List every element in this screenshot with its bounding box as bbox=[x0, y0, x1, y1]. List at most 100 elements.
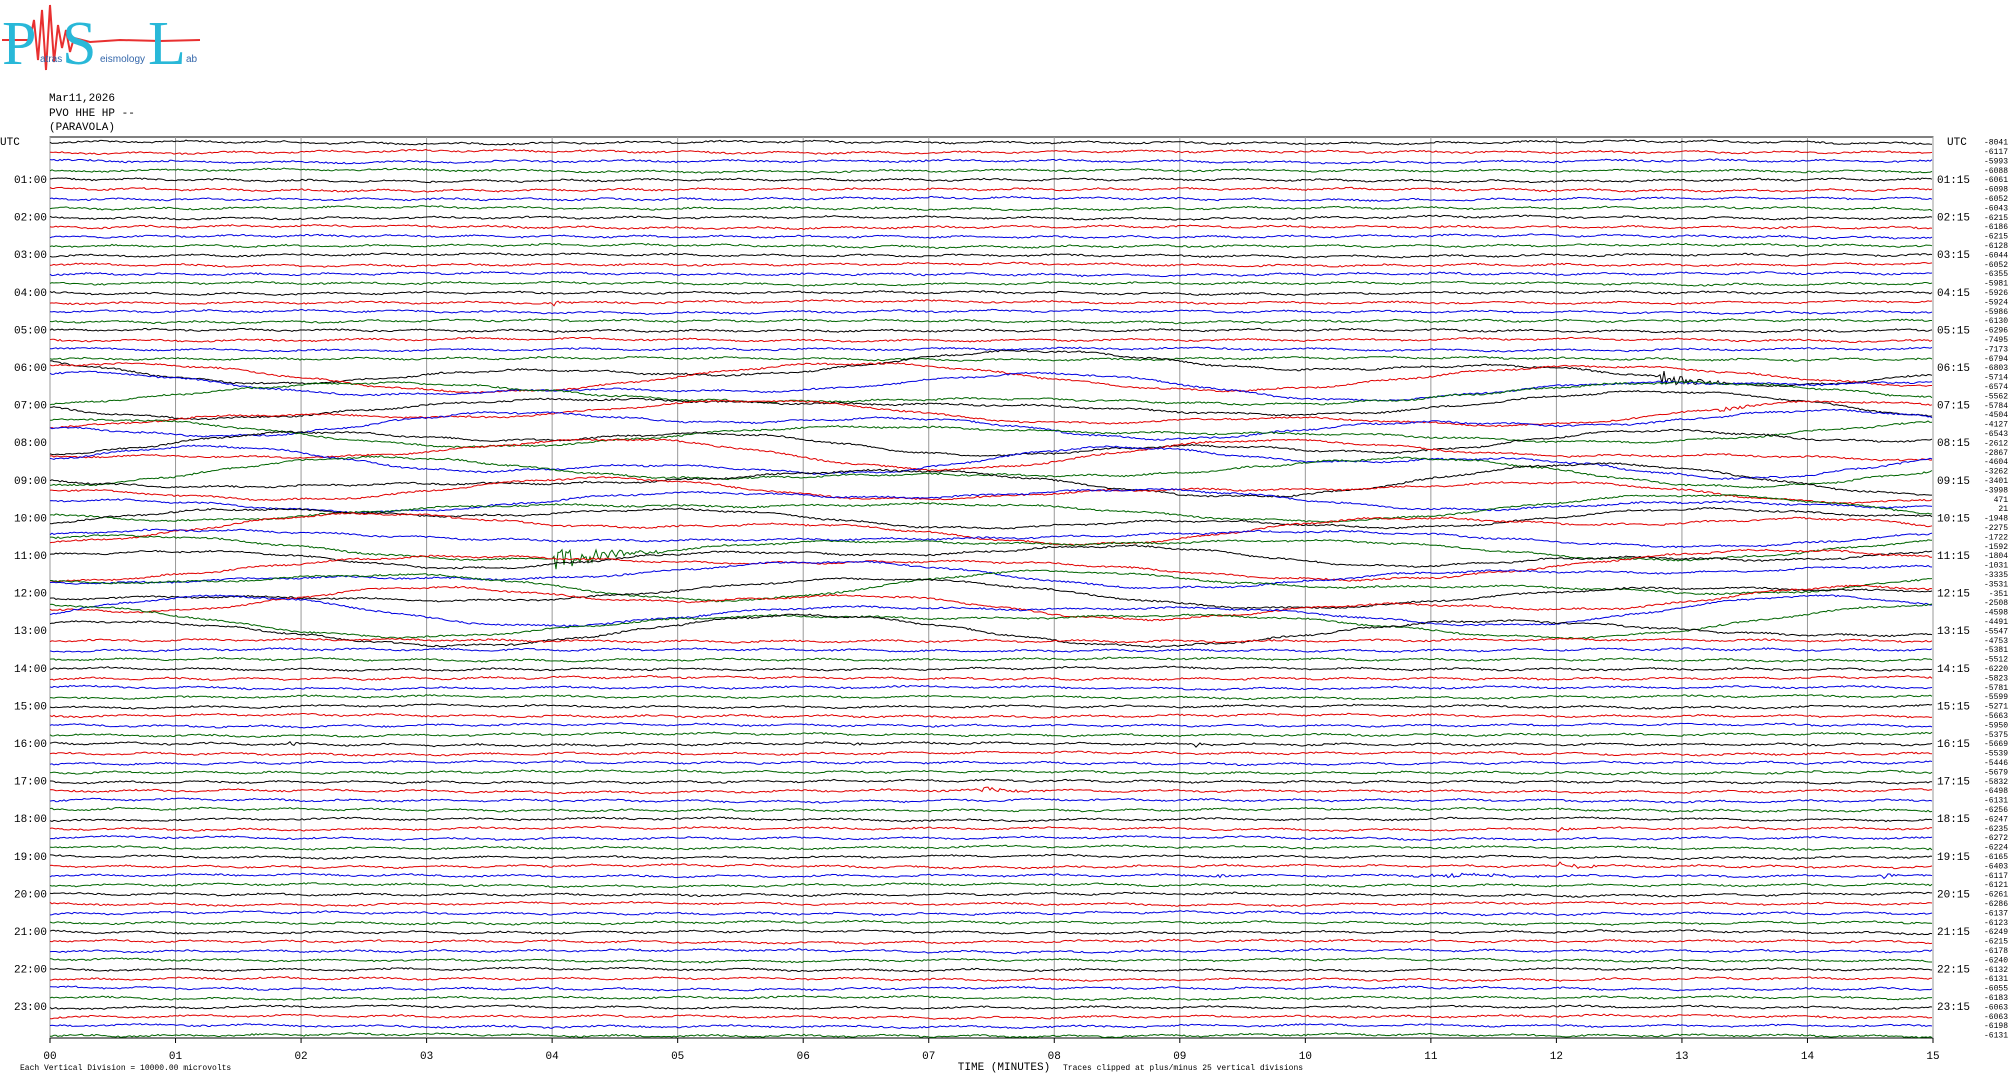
right-hour-label: 12:15 bbox=[1937, 589, 1970, 601]
right-hour-label: 09:15 bbox=[1937, 476, 1970, 488]
station: PVO HHE HP -- bbox=[49, 108, 135, 120]
trace bbox=[49, 195, 1933, 203]
trace-offset: -5784 bbox=[1984, 402, 2008, 411]
trace bbox=[49, 675, 1933, 682]
left-hour-label: 02:00 bbox=[14, 213, 47, 225]
trace-offset: -4127 bbox=[1984, 421, 2008, 430]
trace bbox=[49, 637, 1933, 644]
trace-offset: -1722 bbox=[1984, 533, 2008, 542]
trace bbox=[49, 703, 1933, 710]
trace-offset: 21 bbox=[1998, 505, 2008, 514]
right-hour-label: 02:15 bbox=[1937, 213, 1970, 225]
trace-offset: -5446 bbox=[1984, 759, 2008, 768]
trace bbox=[49, 438, 1933, 472]
trace-offset: -4504 bbox=[1984, 411, 2008, 420]
trace bbox=[49, 224, 1933, 231]
trace bbox=[49, 370, 1933, 402]
logo-squiggle bbox=[2, 4, 201, 71]
x-axis-label: TIME (MINUTES) bbox=[958, 1062, 1050, 1074]
trace-offset: -6055 bbox=[1984, 985, 2008, 994]
trace-offset: -7495 bbox=[1984, 336, 2008, 345]
trace-offset: -5950 bbox=[1984, 721, 2008, 730]
trace-offset: -7173 bbox=[1984, 345, 2008, 354]
right-hour-label: 08:15 bbox=[1937, 438, 1970, 450]
left-hour-label: 18:00 bbox=[14, 814, 47, 826]
trace-offset: -6498 bbox=[1984, 787, 2008, 796]
trace-offset: -6403 bbox=[1984, 862, 2008, 871]
trace-offset: -6198 bbox=[1984, 1022, 2008, 1031]
right-axis-title: UTC bbox=[1947, 137, 1967, 149]
trace-offset: -6128 bbox=[1984, 242, 2008, 251]
trace bbox=[49, 861, 1933, 870]
trace-offset: -6131 bbox=[1984, 1032, 2008, 1041]
trace-offset: -5679 bbox=[1984, 768, 2008, 777]
trace-offset: -6137 bbox=[1984, 909, 2008, 918]
x-tick-label: 10 bbox=[1299, 1051, 1312, 1063]
trace-offset: -6272 bbox=[1984, 834, 2008, 843]
trace bbox=[50, 985, 1933, 992]
x-tick-label: 09 bbox=[1173, 1051, 1186, 1063]
right-hour-label: 20:15 bbox=[1937, 889, 1970, 901]
trace-offset: -2612 bbox=[1984, 439, 2008, 448]
right-hour-label: 05:15 bbox=[1937, 325, 1970, 337]
trace bbox=[49, 835, 1933, 842]
trace-offset: -2867 bbox=[1984, 449, 2008, 458]
trace bbox=[49, 769, 1933, 776]
trace-offset: -6220 bbox=[1984, 665, 2008, 674]
right-hour-label: 19:15 bbox=[1937, 852, 1970, 864]
trace bbox=[49, 355, 1933, 362]
site: (PARAVOLA) bbox=[49, 122, 115, 134]
trace-offset: -6240 bbox=[1984, 956, 2008, 965]
trace bbox=[49, 280, 1933, 287]
left-axis-title: UTC bbox=[0, 137, 20, 149]
trace bbox=[49, 444, 1933, 480]
trace bbox=[49, 270, 1933, 278]
trace-offset: -6063 bbox=[1984, 1003, 2008, 1012]
logo-word: atras bbox=[40, 54, 62, 65]
trace bbox=[49, 252, 1933, 259]
trace bbox=[49, 712, 1933, 719]
trace bbox=[49, 139, 1933, 146]
trace-offset: -1804 bbox=[1984, 552, 2008, 561]
trace bbox=[49, 900, 1933, 907]
trace-offset: -1031 bbox=[1984, 562, 2008, 571]
trace bbox=[49, 327, 1933, 334]
right-hour-label: 01:15 bbox=[1937, 175, 1970, 187]
x-tick-label: 00 bbox=[43, 1051, 56, 1063]
trace-offset: -6186 bbox=[1984, 223, 2008, 232]
trace-offset: -5832 bbox=[1984, 778, 2008, 787]
trace bbox=[49, 186, 1933, 193]
trace bbox=[49, 214, 1933, 221]
trace bbox=[49, 844, 1933, 851]
trace-offset: -5986 bbox=[1984, 308, 2008, 317]
trace-offset: -5547 bbox=[1984, 627, 2008, 636]
trace bbox=[49, 362, 1932, 394]
trace-offset: -6224 bbox=[1984, 844, 2008, 853]
left-hour-label: 17:00 bbox=[14, 777, 47, 789]
trace bbox=[49, 1013, 1933, 1020]
left-hour-label: 16:00 bbox=[14, 739, 47, 751]
trace-offset: -6235 bbox=[1984, 825, 2008, 834]
clip-note: Traces clipped at plus/minus 25 vertical… bbox=[1063, 1064, 1303, 1073]
left-hour-label: 23:00 bbox=[14, 1002, 47, 1014]
trace bbox=[50, 534, 1933, 570]
trace-offset: -6261 bbox=[1984, 891, 2008, 900]
x-tick-label: 05 bbox=[671, 1051, 684, 1063]
trace-offset: -351 bbox=[1989, 590, 2008, 599]
x-tick-label: 12 bbox=[1550, 1051, 1563, 1063]
logo-word: ab bbox=[186, 54, 198, 65]
left-hour-label: 15:00 bbox=[14, 701, 47, 713]
trace-offset: -5981 bbox=[1984, 280, 2008, 289]
trace-offset: -3262 bbox=[1984, 468, 2008, 477]
trace-offset: -6165 bbox=[1984, 853, 2008, 862]
trace bbox=[49, 242, 1933, 249]
trace bbox=[49, 506, 1933, 530]
trace-offset: -6131 bbox=[1984, 797, 2008, 806]
trace bbox=[49, 731, 1933, 738]
trace bbox=[49, 722, 1933, 729]
trace bbox=[49, 487, 1933, 514]
x-tick-label: 03 bbox=[420, 1051, 433, 1063]
x-tick-label: 01 bbox=[169, 1051, 183, 1063]
trace-offset: -6215 bbox=[1984, 233, 2008, 242]
left-hour-label: 21:00 bbox=[14, 927, 47, 939]
